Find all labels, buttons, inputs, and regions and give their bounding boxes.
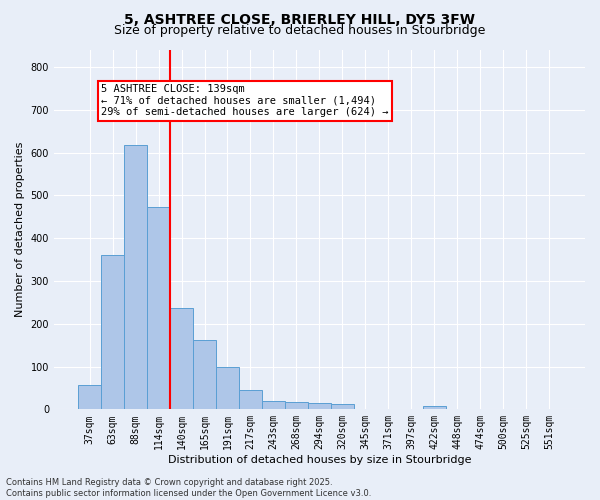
Bar xyxy=(239,390,262,409)
Bar xyxy=(78,385,101,409)
Bar xyxy=(331,404,354,409)
Text: Size of property relative to detached houses in Stourbridge: Size of property relative to detached ho… xyxy=(115,24,485,37)
Bar xyxy=(101,256,124,410)
Bar xyxy=(308,403,331,409)
Bar xyxy=(262,401,285,409)
Text: 5, ASHTREE CLOSE, BRIERLEY HILL, DY5 3FW: 5, ASHTREE CLOSE, BRIERLEY HILL, DY5 3FW xyxy=(125,12,476,26)
Bar xyxy=(193,340,216,409)
X-axis label: Distribution of detached houses by size in Stourbridge: Distribution of detached houses by size … xyxy=(168,455,471,465)
Bar xyxy=(147,207,170,410)
Text: Contains HM Land Registry data © Crown copyright and database right 2025.
Contai: Contains HM Land Registry data © Crown c… xyxy=(6,478,371,498)
Bar xyxy=(423,406,446,409)
Bar xyxy=(216,368,239,410)
Bar xyxy=(124,146,147,410)
Bar xyxy=(170,308,193,410)
Text: 5 ASHTREE CLOSE: 139sqm
← 71% of detached houses are smaller (1,494)
29% of semi: 5 ASHTREE CLOSE: 139sqm ← 71% of detache… xyxy=(101,84,389,117)
Bar xyxy=(285,402,308,409)
Y-axis label: Number of detached properties: Number of detached properties xyxy=(15,142,25,318)
